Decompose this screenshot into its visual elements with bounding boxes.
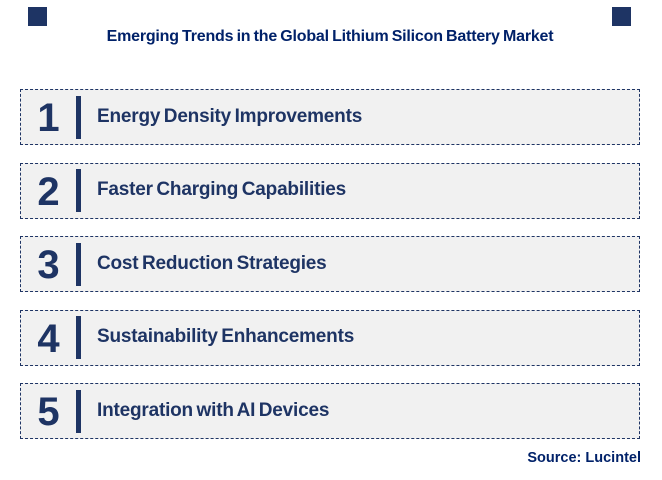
trend-row: 5 Integration with AI Devices (20, 383, 640, 439)
number-divider (76, 95, 81, 139)
corner-square-right (612, 7, 631, 26)
trend-list: 1 Energy Density Improvements 2 Faster C… (20, 89, 640, 439)
trend-label: Sustainability Enhancements (97, 326, 355, 347)
trend-row: 3 Cost Reduction Strategies (20, 236, 640, 292)
trend-label: Integration with AI Devices (97, 399, 330, 421)
trend-number: 5 (37, 390, 60, 434)
corner-square-left (28, 7, 47, 26)
trend-number: 1 (37, 96, 60, 140)
source-note: Source: Lucintel (527, 450, 641, 466)
number-divider (76, 389, 81, 433)
trend-number: 2 (37, 169, 60, 214)
page-title: Emerging Trends in the Global Lithium Si… (106, 28, 554, 45)
trend-label: Cost Reduction Strategies (97, 252, 327, 274)
trend-label: Energy Density Improvements (97, 105, 363, 127)
trend-label: Faster Charging Capabilities (97, 179, 347, 200)
trend-number: 3 (37, 243, 60, 287)
trend-row: 1 Energy Density Improvements (20, 89, 640, 145)
trend-number: 4 (37, 316, 60, 361)
trend-row: 4 Sustainability Enhancements (20, 309, 640, 366)
number-divider (76, 316, 81, 359)
number-divider (76, 242, 81, 286)
trend-row: 2 Faster Charging Capabilities (20, 162, 640, 219)
number-divider (76, 169, 81, 212)
